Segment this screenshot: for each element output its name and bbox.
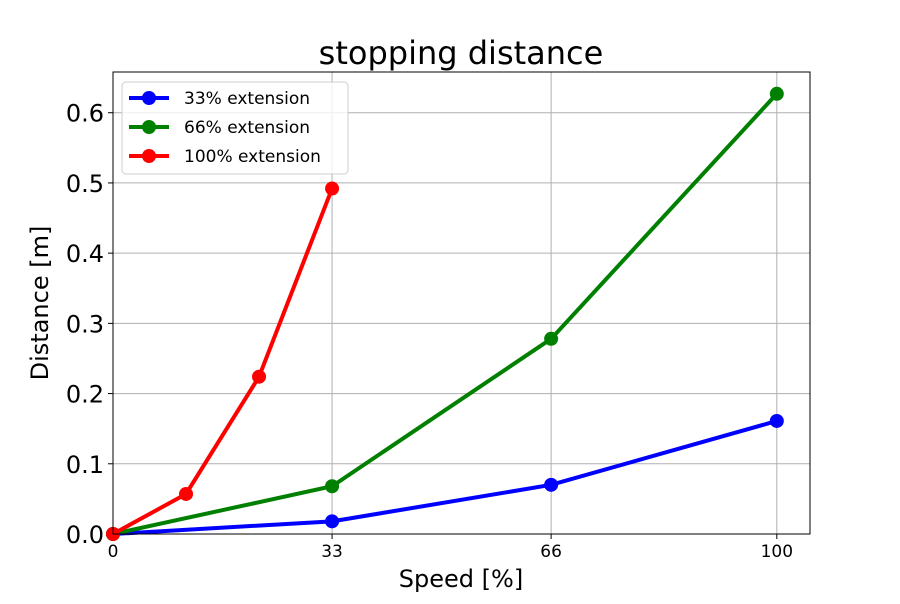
y-tick-label: 0.4 [66,240,104,268]
series-line [112,187,334,536]
data-point [544,477,559,492]
legend-marker [142,91,156,105]
legend-box [121,81,349,175]
series-line [112,419,778,536]
data-point [544,331,559,346]
y-axis-label: Distance [m] [26,226,54,381]
series-0 [106,413,784,541]
y-tick-label: 0.0 [66,521,104,549]
x-tick-label: 33 [321,542,343,562]
y-tick-label: 0.2 [66,381,104,409]
chart-title: stopping distance [319,34,604,72]
x-axis-label: Speed [%] [399,565,523,593]
y-axis-ticks: 0.0 0.1 0.2 0.3 0.4 0.5 0.6 [66,100,113,549]
x-axis-ticks: 0 33 66 100 [108,534,793,562]
data-point [325,479,340,494]
x-tick-label: 0 [108,542,119,562]
data-point [769,86,784,101]
plot-frame [112,71,811,535]
y-tick-label: 0.5 [66,170,104,198]
legend-marker [142,149,156,163]
legend-label: 33% extension [184,89,310,109]
series-lines [106,86,784,541]
legend-label: 100% extension [184,147,321,167]
data-point [252,369,267,384]
data-point [325,181,340,196]
data-point [769,413,784,428]
data-point [179,486,194,501]
legend-marker [142,120,156,134]
legend-item: 100% extension [129,147,321,167]
legend-item: 66% extension [129,118,310,138]
y-tick-label: 0.3 [66,310,104,338]
x-tick-label: 66 [540,542,562,562]
x-tick-label: 100 [761,542,793,562]
legend: 33% extension 66% extension 100% extension [121,81,349,175]
series-2 [106,181,340,541]
legend-item: 33% extension [129,89,310,109]
series-line [112,92,779,536]
y-tick-label: 0.1 [66,451,104,479]
y-tick-label: 0.6 [66,100,104,128]
legend-label: 66% extension [184,118,310,138]
data-point [325,514,340,529]
